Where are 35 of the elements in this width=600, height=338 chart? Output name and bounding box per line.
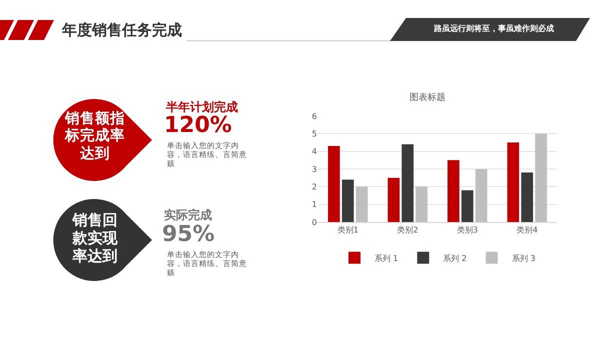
x-tick-label: 类别4 <box>516 226 538 235</box>
text: 120% <box>164 113 233 140</box>
bar <box>416 186 428 222</box>
y-tick-label: 3 <box>312 164 317 174</box>
legend-label: 系列 2 <box>443 254 467 263</box>
text: 95% <box>162 222 216 248</box>
chart-subtitle: 图表标题 <box>410 92 446 104</box>
text: 实际完成 <box>164 208 213 222</box>
text: 年度销售任务完成 <box>62 21 182 39</box>
x-tick-label: 类别3 <box>456 226 478 235</box>
y-tick-label: 6 <box>312 112 317 121</box>
x-tick-label: 类别1 <box>337 226 358 235</box>
bar <box>521 172 534 222</box>
bar <box>402 144 414 222</box>
bar <box>507 142 520 222</box>
legend-label: 系列 1 <box>374 254 398 263</box>
bar <box>535 134 547 222</box>
y-tick-label: 0 <box>312 218 317 227</box>
text: 销售回款实现率达到 <box>71 211 118 265</box>
y-tick-label: 5 <box>312 129 317 138</box>
bar <box>342 180 354 222</box>
bar <box>328 146 340 222</box>
bar <box>388 178 400 222</box>
bar <box>475 169 488 222</box>
legend-label: 系列 3 <box>512 254 536 263</box>
text: 路虽远行则将至，事虽难作则必成 <box>433 23 555 34</box>
y-tick-label: 1 <box>312 200 317 210</box>
bar <box>356 186 368 222</box>
text: 半年计划完成 <box>166 100 239 114</box>
y-tick-label: 4 <box>312 147 317 156</box>
bar <box>448 160 460 222</box>
y-tick-label: 2 <box>312 182 317 192</box>
text: 销售额指标完成率达到 <box>64 111 126 164</box>
bar <box>461 190 474 222</box>
x-tick-label: 类别2 <box>397 226 418 235</box>
